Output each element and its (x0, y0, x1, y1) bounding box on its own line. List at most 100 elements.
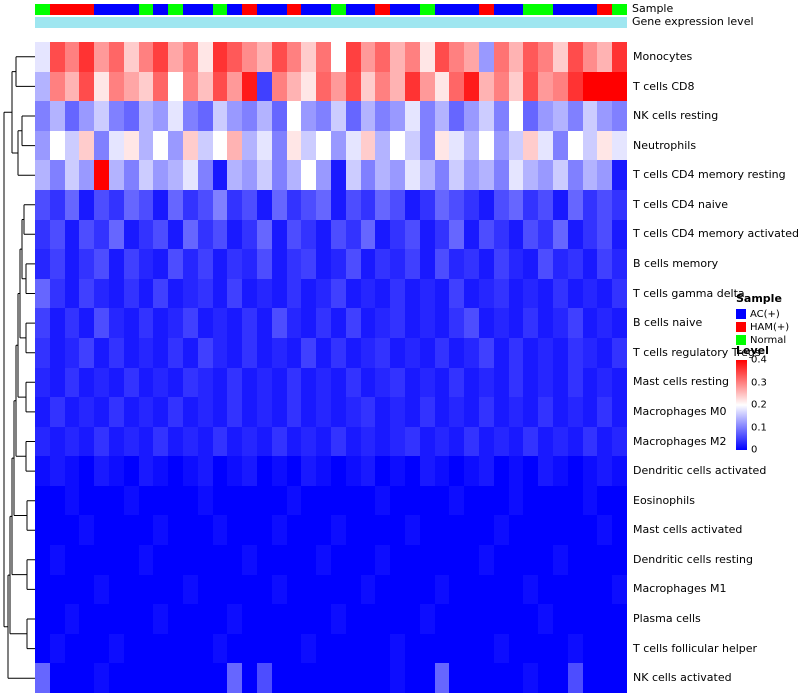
heatmap-cell (523, 308, 539, 338)
heatmap-cell (508, 604, 524, 634)
heatmap-cell (449, 515, 465, 546)
row-label: T cells follicular helper (633, 641, 758, 655)
heatmap-cell (375, 367, 391, 398)
heatmap-cell (331, 426, 346, 457)
heatmap-cell (183, 515, 198, 546)
heatmap-cell (464, 633, 479, 664)
heatmap-cell (508, 485, 524, 516)
heatmap-cell (227, 604, 243, 634)
heatmap-cell (94, 189, 109, 220)
heatmap-cell (612, 574, 627, 605)
heatmap-cell (434, 515, 450, 546)
heatmap-cell (331, 574, 346, 605)
heatmap-cell (227, 130, 243, 161)
heatmap-cell (419, 278, 435, 309)
heatmap-cell (153, 278, 169, 309)
heatmap-cell (612, 101, 627, 131)
heatmap-cell (301, 604, 317, 634)
heatmap-cell (183, 101, 198, 131)
heatmap-cell (138, 308, 154, 338)
heatmap-cell (197, 574, 213, 605)
heatmap-cell (153, 189, 169, 220)
heatmap-cell (331, 367, 346, 398)
heatmap-cell (390, 485, 405, 516)
heatmap-cell (49, 71, 65, 102)
heatmap-cell (257, 308, 272, 338)
level-legend: Level 0.4 0.3 0.2 0.1 0 (736, 344, 769, 455)
heatmap-cell (109, 633, 124, 664)
heatmap-cell (138, 515, 154, 546)
level-tick-label: 0 (751, 444, 758, 456)
heatmap-cell (109, 485, 124, 516)
heatmap-cell (449, 574, 465, 605)
heatmap-cell (508, 189, 524, 220)
heatmap-cell (360, 456, 376, 486)
heatmap-cell (508, 42, 524, 72)
heatmap-cell (464, 545, 479, 575)
heatmap-cell (64, 101, 80, 131)
legend-swatch (736, 309, 746, 319)
heatmap-cell (553, 633, 568, 664)
heatmap-cell (538, 278, 553, 309)
heatmap-cell (405, 485, 420, 516)
sample-annotation-cell (49, 4, 65, 15)
heatmap-cell (257, 633, 272, 664)
heatmap-cell (523, 101, 539, 131)
heatmap-cell (449, 485, 465, 516)
heatmap-cell (597, 515, 613, 546)
heatmap-cell (301, 397, 317, 427)
heatmap-cell (331, 160, 346, 190)
heatmap-cell (49, 278, 65, 309)
heatmap-cell (183, 485, 198, 516)
heatmap-cell (242, 101, 257, 131)
heatmap-cell (375, 189, 391, 220)
heatmap-cell (212, 545, 228, 575)
heatmap-cell (360, 426, 376, 457)
heatmap-cell (493, 367, 509, 398)
level-legend-ticks: 0.4 0.3 0.2 0.1 0 (751, 355, 781, 455)
heatmap-cell (286, 249, 302, 279)
heatmap-cell (138, 130, 154, 161)
heatmap-cell (257, 130, 272, 161)
heatmap-cell (271, 456, 287, 486)
heatmap-cell (345, 337, 361, 368)
sample-annotation-label: Sample (632, 2, 674, 15)
heatmap-cell (345, 485, 361, 516)
sample-annotation-cell (567, 4, 583, 15)
heatmap-cell (242, 633, 257, 664)
heatmap-cell (168, 663, 183, 693)
sample-annotation-track (35, 4, 627, 15)
heatmap-cell (316, 426, 331, 457)
heatmap-cell (493, 574, 509, 605)
sample-annotation-cell (153, 4, 169, 15)
heatmap-cell (390, 515, 405, 546)
heatmap-cell (183, 663, 198, 693)
heatmap-cell (242, 71, 257, 102)
heatmap-cell (109, 71, 124, 102)
heatmap-cell (64, 456, 80, 486)
legend-item: AC(+) (736, 308, 789, 320)
heatmap-cell (138, 101, 154, 131)
heatmap-cell (390, 42, 405, 72)
heatmap-cell (35, 456, 50, 486)
heatmap-cell (94, 545, 109, 575)
heatmap-cell (212, 604, 228, 634)
sample-annotation-cell (390, 4, 405, 15)
heatmap-cell (301, 42, 317, 72)
sample-annotation-cell (597, 4, 613, 15)
heatmap-cell (35, 426, 50, 457)
heatmap-cell (301, 367, 317, 398)
heatmap-cell (597, 604, 613, 634)
heatmap-cell (345, 633, 361, 664)
sample-annotation-cell (94, 4, 109, 15)
heatmap-cell (286, 604, 302, 634)
heatmap-cell (301, 219, 317, 250)
sample-annotation-cell (375, 4, 391, 15)
heatmap-cell (286, 633, 302, 664)
heatmap-cell (523, 42, 539, 72)
heatmap-cell (553, 604, 568, 634)
heatmap-cell (464, 456, 479, 486)
heatmap-cell (123, 515, 139, 546)
heatmap-cell (567, 249, 583, 279)
sample-annotation-cell (582, 4, 598, 15)
